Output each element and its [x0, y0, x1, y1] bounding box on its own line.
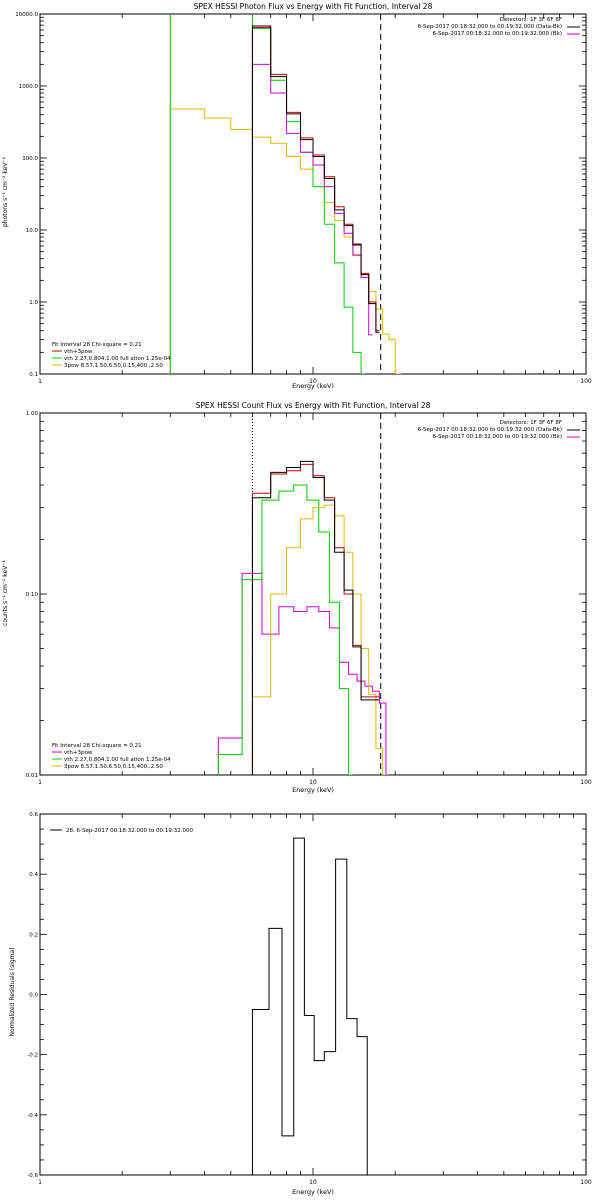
y-tick-label: 1000.0 [19, 84, 39, 90]
residuals-legend: 28. 6-Sep-2017 00:18:32.000 to 00:19:32.… [66, 828, 193, 834]
residuals-panel: Energy (keV) Normalized Residuals (sigma… [9, 812, 592, 1196]
series-vth [169, 14, 365, 374]
photon-flux-legend-total: vth+3pow [64, 349, 93, 355]
photon-flux-legend-pow: 3pow 8.57,1.50,6.50,0.15,400.,2.50 [64, 363, 163, 369]
y-tick-label: 10.0 [26, 228, 39, 234]
photon-flux-legend-bk: 6-Sep-2017 00:18:32.000 to 00:19:32.000 … [433, 31, 563, 37]
series-data [251, 25, 380, 374]
y-tick-label: -0.2 [27, 1053, 38, 1059]
count-flux-legend-pow: 3pow 8.57,1.50,6.50,0.15,400.,2.50 [64, 764, 163, 770]
y-tick-label: 0.10 [26, 592, 39, 598]
y-tick-label: 0.1 [29, 372, 38, 378]
y-tick-label: 0.0 [29, 993, 38, 999]
x-tick-label: 10 [309, 1179, 317, 1186]
series-residuals [251, 837, 368, 1175]
photon-flux-y-label: photons s⁻¹ cm⁻² keV⁻¹ [2, 156, 9, 227]
count-flux-legend-bk: 6-Sep-2017 00:18:32.000 to 00:19:32.000 … [433, 434, 563, 440]
x-tick-label: 100 [580, 779, 592, 786]
series-vth [217, 484, 353, 775]
x-tick-label: 100 [580, 1179, 592, 1186]
x-tick-label: 10 [309, 378, 317, 385]
series-total [251, 26, 380, 374]
count-flux-legend-vth: vth 2.27,0.804,1.00 full ation 1.25e-04 [64, 757, 171, 763]
series-bk [251, 63, 373, 374]
y-tick-label: -0.6 [27, 1173, 38, 1179]
series-data [251, 460, 380, 775]
series-pow [251, 504, 386, 775]
count-flux-fit-header: Fit Interval 28 Chi-square = 0.21 [52, 743, 142, 749]
count-flux-legend-data-bk: 6-Sep-2017 00:18:32.000 to 00:19:32.000 … [418, 427, 562, 433]
residuals-y-label: Normalized Residuals (sigma) [9, 947, 16, 1036]
y-tick-label: -0.4 [27, 1113, 38, 1119]
y-tick-label: 100.0 [22, 156, 38, 162]
x-tick-label: 1 [38, 779, 42, 786]
photon-flux-legend-vth: vth 2.27,0.804,1.00 full ation 1.25e-04 [64, 356, 171, 362]
photon-flux-title: SPEX HESSI Photon Flux vs Energy with Fi… [194, 2, 433, 11]
count-flux-detectors: Detectors: 1F 3F 6F 8F [500, 420, 562, 426]
count-flux-x-label: Energy (keV) [292, 786, 334, 794]
count-flux-y-label: counts s⁻¹ cm⁻² keV⁻¹ [2, 560, 9, 626]
residuals-x-label: Energy (keV) [292, 1188, 334, 1196]
y-tick-label: 0.01 [26, 773, 38, 779]
photon-flux-legend-data-bk: 6-Sep-2017 00:18:32.000 to 00:19:32.000 … [418, 24, 562, 30]
count-flux-title: SPEX HESSI Count Flux vs Energy with Fit… [196, 401, 431, 410]
photon-flux-x-label: Energy (keV) [292, 382, 334, 390]
photon-flux-panel: SPEX HESSI Photon Flux vs Energy with Fi… [2, 2, 592, 390]
y-tick-label: 1.0 [29, 300, 38, 306]
x-tick-label: 1 [38, 1179, 42, 1186]
y-tick-label: 0.2 [29, 932, 38, 938]
photon-flux-fit-header: Fit Interval 28 Chi-square = 0.21 [52, 342, 142, 348]
x-tick-label: 10 [309, 779, 317, 786]
count-flux-legend-total: vth+3pow [64, 750, 93, 756]
series-total [251, 463, 380, 775]
series-bk [217, 572, 390, 775]
photon-flux-detectors: Detectors: 1F 3F 6F 8F [500, 17, 562, 23]
y-tick-label: 0.6 [29, 812, 38, 818]
plot-frame [39, 13, 587, 375]
y-tick-label: 10000.0 [15, 12, 38, 18]
plot-frame [39, 813, 587, 1176]
x-tick-label: 1 [38, 378, 42, 385]
count-flux-panel: SPEX HESSI Count Flux vs Energy with Fit… [2, 401, 592, 794]
y-tick-label: 0.4 [29, 872, 38, 878]
x-tick-label: 100 [580, 378, 592, 385]
series-pow [169, 108, 401, 374]
y-tick-label: 1.00 [26, 411, 39, 417]
